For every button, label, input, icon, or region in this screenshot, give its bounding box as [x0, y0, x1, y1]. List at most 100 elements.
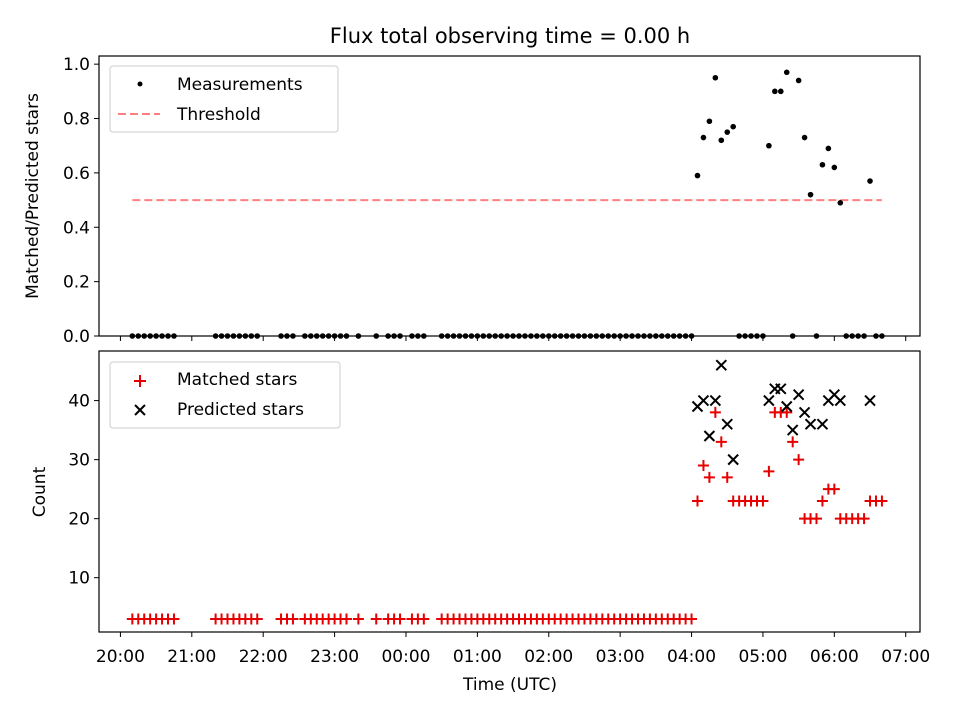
legend-matched-marker — [134, 375, 146, 387]
measurement-point — [694, 172, 701, 179]
matched-star-point — [763, 465, 775, 477]
measurement-point — [712, 74, 719, 81]
measurement-point — [801, 134, 808, 141]
matched-star-point — [810, 513, 822, 525]
predicted-star-point — [703, 430, 716, 442]
matched-star-point — [340, 613, 352, 625]
matched-star-point — [686, 613, 698, 625]
x-axis-label: Time (UTC) — [462, 675, 557, 695]
matched-star-point — [287, 613, 299, 625]
matched-star-point — [370, 613, 382, 625]
matched-star-point — [787, 436, 799, 448]
flux-ratio-legend: Measurements Threshold — [109, 65, 339, 133]
measurement-point — [772, 88, 778, 95]
x-tick-label: 20:00 — [96, 647, 145, 667]
predicted-star-point — [816, 418, 829, 430]
predicted-star-point — [792, 388, 805, 401]
matched-star-point — [793, 454, 805, 466]
x-tick-label: 02:00 — [524, 647, 573, 667]
matched-star-point — [703, 471, 715, 483]
flux-ratio-y-axis: 0.0 0.2 0.4 0.6 0.8 1.0 — [63, 55, 99, 347]
star-count-y-axis: 10 20 30 40 — [68, 392, 99, 589]
predicted-star-point — [709, 394, 722, 407]
measurement-point — [718, 137, 725, 144]
flux-ratio-marks — [129, 69, 885, 339]
flux-ratio-legend-box — [109, 65, 339, 133]
matched-star-point — [697, 460, 709, 472]
matched-star-point — [418, 613, 430, 625]
flux-ratio-y-tick-label: 0.6 — [63, 164, 90, 184]
matched-star-point — [168, 613, 180, 625]
star-count-y-tick-label: 20 — [68, 510, 90, 530]
flux-ratio-y-tick-label: 0.0 — [63, 327, 90, 347]
legend-matched-label: Matched stars — [177, 370, 297, 390]
matched-star-point — [781, 406, 793, 418]
legend-measurements-marker — [137, 81, 143, 87]
predicted-star-point — [864, 394, 876, 407]
measurement-point — [783, 69, 790, 76]
predicted-star-point — [804, 418, 817, 430]
measurement-point — [795, 77, 802, 84]
measurement-point — [837, 199, 844, 206]
measurement-point — [700, 134, 707, 141]
flux-ratio-y-tick-label: 1.0 — [63, 55, 90, 75]
star-count-panel: 10 20 30 40 20:00 21:00 22:00 23:00 00:00 01:00 0… — [30, 350, 930, 695]
predicted-star-point — [721, 418, 733, 430]
measurement-point — [831, 164, 838, 171]
star-count-x-axis: 20:00 21:00 22:00 23:00 00:00 01:00 02:00 03:00… — [96, 632, 930, 667]
measurement-point — [730, 123, 736, 130]
legend-threshold-label: Threshold — [176, 105, 261, 125]
legend-predicted-label: Predicted stars — [177, 400, 304, 420]
star-count-y-label: Count — [30, 466, 50, 517]
measurement-point — [819, 161, 826, 168]
star-count-y-tick-label: 30 — [68, 451, 90, 471]
x-tick-label: 00:00 — [381, 647, 430, 667]
x-tick-label: 23:00 — [310, 647, 359, 667]
measurement-point — [825, 145, 832, 152]
star-count-legend: Matched stars Predicted stars — [109, 361, 341, 429]
measurement-point — [706, 118, 713, 125]
x-tick-label: 21:00 — [167, 647, 216, 667]
matched-star-point — [757, 495, 769, 507]
matched-star-point — [709, 406, 721, 418]
measurement-point — [766, 142, 772, 149]
flux-ratio-y-tick-label: 0.4 — [63, 218, 90, 238]
matched-star-point — [828, 483, 840, 495]
predicted-star-point — [834, 394, 846, 407]
predicted-star-point — [781, 400, 793, 413]
predicted-star-point — [727, 453, 739, 466]
matched-star-point — [691, 495, 703, 507]
predicted-star-point — [715, 359, 728, 371]
x-tick-label: 05:00 — [738, 647, 787, 667]
measurement-point — [867, 178, 873, 184]
flux-ratio-y-label: Matched/Predicted stars — [23, 93, 43, 299]
matched-star-point — [876, 495, 888, 507]
matched-star-point — [858, 513, 870, 525]
predicted-star-point — [763, 394, 775, 407]
star-count-y-tick-label: 40 — [68, 392, 90, 412]
x-tick-label: 06:00 — [810, 647, 859, 667]
measurement-point — [724, 129, 731, 135]
predicted-star-point — [775, 383, 787, 395]
flux-ratio-frame — [98, 55, 921, 337]
matched-star-point — [251, 613, 263, 625]
predicted-star-point — [786, 424, 799, 436]
legend-measurements-label: Measurements — [177, 75, 303, 95]
star-count-legend-box — [109, 361, 341, 429]
measurement-point — [807, 191, 814, 198]
flux-ratio-panel: 0.0 0.2 0.4 0.6 0.8 1.0 Matched/Predicted sta… — [23, 55, 921, 347]
x-tick-label: 07:00 — [881, 647, 930, 667]
x-tick-label: 22:00 — [239, 647, 288, 667]
measurement-point — [777, 88, 784, 95]
x-tick-label: 03:00 — [596, 647, 645, 667]
matched-star-point — [394, 613, 406, 625]
flux-ratio-y-tick-label: 0.8 — [63, 110, 90, 130]
matched-star-point — [352, 613, 364, 625]
x-tick-label: 04:00 — [667, 647, 716, 667]
star-count-frame — [98, 350, 921, 633]
matched-star-point — [816, 495, 828, 507]
legend-predicted-marker — [134, 404, 146, 416]
predicted-star-point — [697, 394, 710, 407]
star-count-y-tick-label: 10 — [68, 569, 90, 589]
